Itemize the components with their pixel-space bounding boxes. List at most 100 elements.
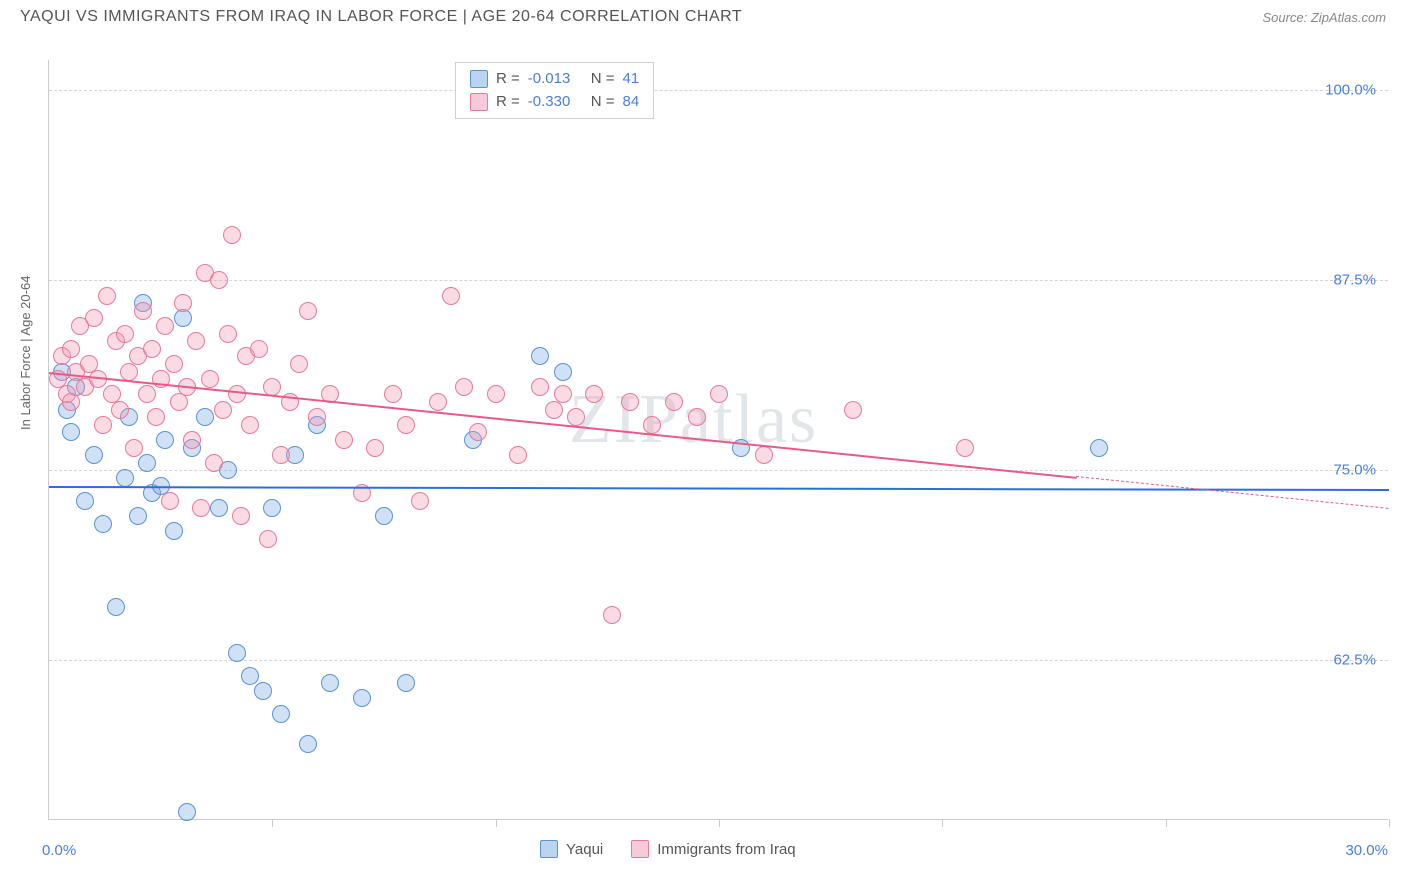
data-point <box>241 667 259 685</box>
legend-item-yaqui: Yaqui <box>540 840 603 858</box>
data-point <box>120 363 138 381</box>
data-point <box>116 325 134 343</box>
source-attribution: Source: ZipAtlas.com <box>1262 10 1386 25</box>
stats-row: R =-0.330N =84 <box>470 91 639 114</box>
data-point <box>263 499 281 517</box>
regression-line <box>1076 476 1389 509</box>
gridline <box>49 280 1388 281</box>
y-tick-label: 87.5% <box>1333 272 1376 289</box>
r-label: R = <box>496 91 520 114</box>
data-point <box>250 340 268 358</box>
data-point <box>545 401 563 419</box>
data-point <box>290 355 308 373</box>
legend-swatch-blue <box>540 840 558 858</box>
data-point <box>442 287 460 305</box>
r-label: R = <box>496 68 520 91</box>
n-label: N = <box>591 68 615 91</box>
data-point <box>411 492 429 510</box>
data-point <box>755 446 773 464</box>
data-point <box>147 408 165 426</box>
legend-swatch-pink <box>631 840 649 858</box>
data-point <box>192 499 210 517</box>
data-point <box>844 401 862 419</box>
scatter-chart: ZIPatlas 62.5%75.0%87.5%100.0% <box>48 60 1388 820</box>
data-point <box>397 674 415 692</box>
x-tick <box>496 819 497 827</box>
data-point <box>353 689 371 707</box>
y-tick-label: 100.0% <box>1325 82 1376 99</box>
data-point <box>143 340 161 358</box>
data-point <box>272 705 290 723</box>
x-min-label: 0.0% <box>42 842 76 859</box>
x-tick <box>719 819 720 827</box>
data-point <box>585 385 603 403</box>
x-tick <box>1166 819 1167 827</box>
data-point <box>98 287 116 305</box>
data-point <box>603 606 621 624</box>
data-point <box>665 393 683 411</box>
y-tick-label: 75.0% <box>1333 462 1376 479</box>
data-point <box>116 469 134 487</box>
data-point <box>205 454 223 472</box>
stats-row: R =-0.013N =41 <box>470 68 639 91</box>
data-point <box>554 363 572 381</box>
data-point <box>196 408 214 426</box>
data-point <box>165 355 183 373</box>
data-point <box>384 385 402 403</box>
data-point <box>94 515 112 533</box>
stats-swatch <box>470 93 488 111</box>
data-point <box>183 431 201 449</box>
data-point <box>85 446 103 464</box>
data-point <box>107 598 125 616</box>
data-point <box>62 393 80 411</box>
legend-item-iraq: Immigrants from Iraq <box>631 840 795 858</box>
data-point <box>228 385 246 403</box>
data-point <box>259 530 277 548</box>
x-max-label: 30.0% <box>1345 842 1388 859</box>
data-point <box>509 446 527 464</box>
chart-title: YAQUI VS IMMIGRANTS FROM IRAQ IN LABOR F… <box>20 8 742 26</box>
stats-swatch <box>470 70 488 88</box>
data-point <box>397 416 415 434</box>
data-point <box>554 385 572 403</box>
data-point <box>228 644 246 662</box>
data-point <box>232 507 250 525</box>
data-point <box>241 416 259 434</box>
gridline <box>49 470 1388 471</box>
data-point <box>129 507 147 525</box>
legend: Yaqui Immigrants from Iraq <box>540 840 796 858</box>
data-point <box>688 408 706 426</box>
data-point <box>111 401 129 419</box>
x-tick <box>272 819 273 827</box>
data-point <box>214 401 232 419</box>
data-point <box>321 674 339 692</box>
data-point <box>335 431 353 449</box>
data-point <box>643 416 661 434</box>
data-point <box>94 416 112 434</box>
data-point <box>299 735 317 753</box>
gridline <box>49 90 1388 91</box>
data-point <box>621 393 639 411</box>
r-value: -0.013 <box>528 68 583 91</box>
data-point <box>1090 439 1108 457</box>
y-tick-label: 62.5% <box>1333 652 1376 669</box>
data-point <box>174 294 192 312</box>
data-point <box>487 385 505 403</box>
gridline <box>49 660 1388 661</box>
data-point <box>210 499 228 517</box>
data-point <box>531 347 549 365</box>
data-point <box>219 325 237 343</box>
data-point <box>62 423 80 441</box>
data-point <box>178 803 196 821</box>
data-point <box>272 446 290 464</box>
data-point <box>308 408 326 426</box>
data-point <box>567 408 585 426</box>
chart-header: YAQUI VS IMMIGRANTS FROM IRAQ IN LABOR F… <box>0 0 1406 32</box>
data-point <box>62 340 80 358</box>
data-point <box>429 393 447 411</box>
data-point <box>165 522 183 540</box>
data-point <box>170 393 188 411</box>
data-point <box>156 431 174 449</box>
data-point <box>187 332 205 350</box>
data-point <box>76 492 94 510</box>
